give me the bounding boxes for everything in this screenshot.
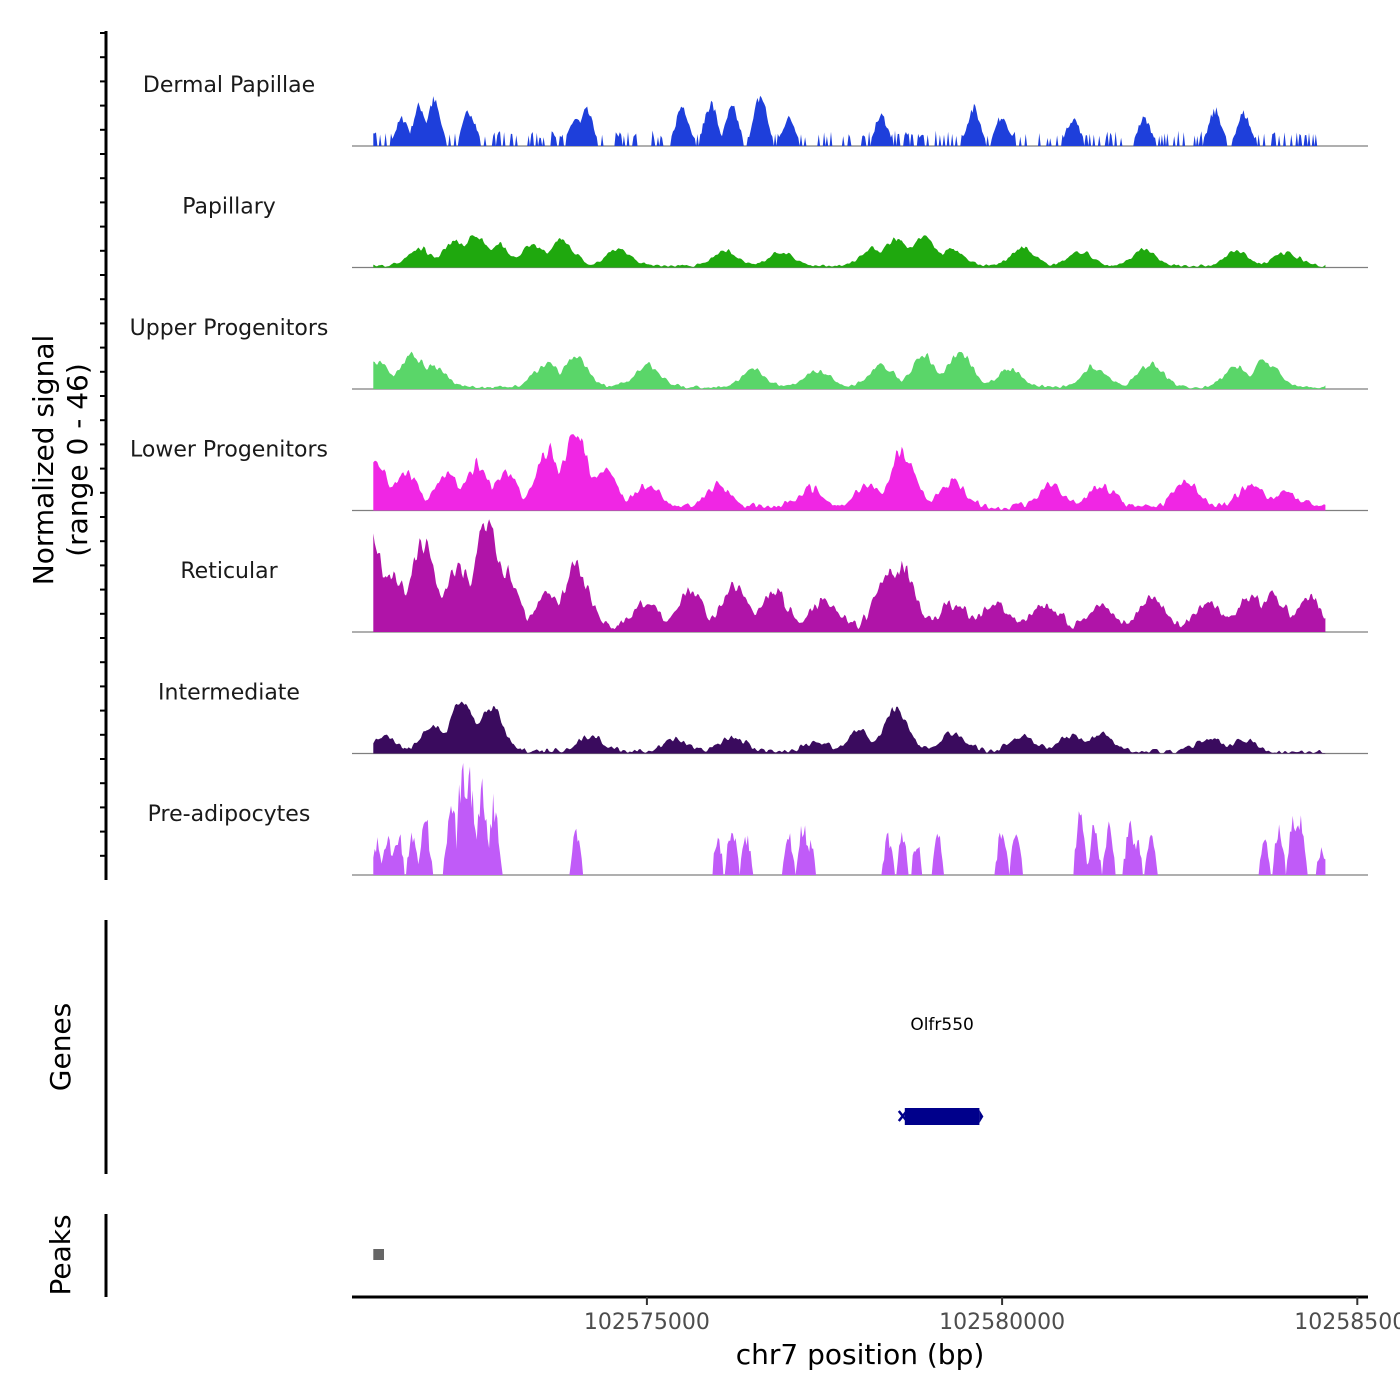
track-label: Papillary [182, 195, 276, 220]
coverage-area [373, 763, 1326, 875]
y-axis-title: Normalized signal [27, 335, 60, 586]
genes-track-title: Genes [44, 1003, 77, 1091]
gene-olfr550: Olfr550 [897, 1015, 984, 1125]
track-label: Dermal Papillae [143, 73, 315, 98]
track-label: Reticular [180, 559, 278, 584]
peak-region [373, 1249, 384, 1260]
x-axis-title: chr7 position (bp) [736, 1338, 985, 1371]
x-axis-ticks: 102575000 102580000 102585000 [584, 1297, 1400, 1335]
coverage-y-ticks [100, 32, 106, 857]
track-intermediate: Intermediate [158, 681, 1368, 755]
x-tick-label: 102575000 [584, 1310, 710, 1335]
coverage-area [373, 519, 1326, 632]
gene-end-marker [979, 1110, 984, 1123]
coverage-area [373, 235, 1326, 268]
gene-label: Olfr550 [910, 1015, 974, 1035]
track-label: Pre-adipocytes [148, 802, 311, 827]
gene-track: Olfr550 [897, 1015, 984, 1125]
track-label: Intermediate [158, 681, 300, 706]
track-papillary: Papillary [182, 195, 1368, 269]
coverage-area [373, 701, 1326, 754]
peaks-track-title: Peaks [44, 1214, 77, 1295]
track-pre-adipocytes: Pre-adipocytes [148, 763, 1368, 876]
track-label: Lower Progenitors [130, 438, 328, 463]
peaks-track [373, 1249, 384, 1260]
track-reticular: Reticular [180, 519, 1368, 633]
coverage-y-axis-title: Normalized signal (range 0 - 46) [27, 335, 94, 586]
x-tick-label: 102585000 [1294, 1310, 1400, 1335]
gene-body [904, 1108, 980, 1125]
gene-strand-marker [897, 1110, 908, 1122]
track-dermal-papillae: Dermal Papillae [143, 73, 1368, 147]
coverage-area [373, 351, 1326, 389]
track-upper-progenitors: Upper Progenitors [130, 316, 1368, 390]
coverage-area [373, 434, 1326, 511]
y-axis-range: (range 0 - 46) [61, 363, 94, 557]
track-label: Upper Progenitors [130, 316, 329, 341]
track-lower-progenitors: Lower Progenitors [130, 434, 1368, 512]
x-tick-label: 102580000 [939, 1310, 1065, 1335]
coverage-area [373, 95, 1326, 146]
coverage-tracks: Dermal Papillae Papillary Upper Progenitor… [130, 73, 1368, 876]
